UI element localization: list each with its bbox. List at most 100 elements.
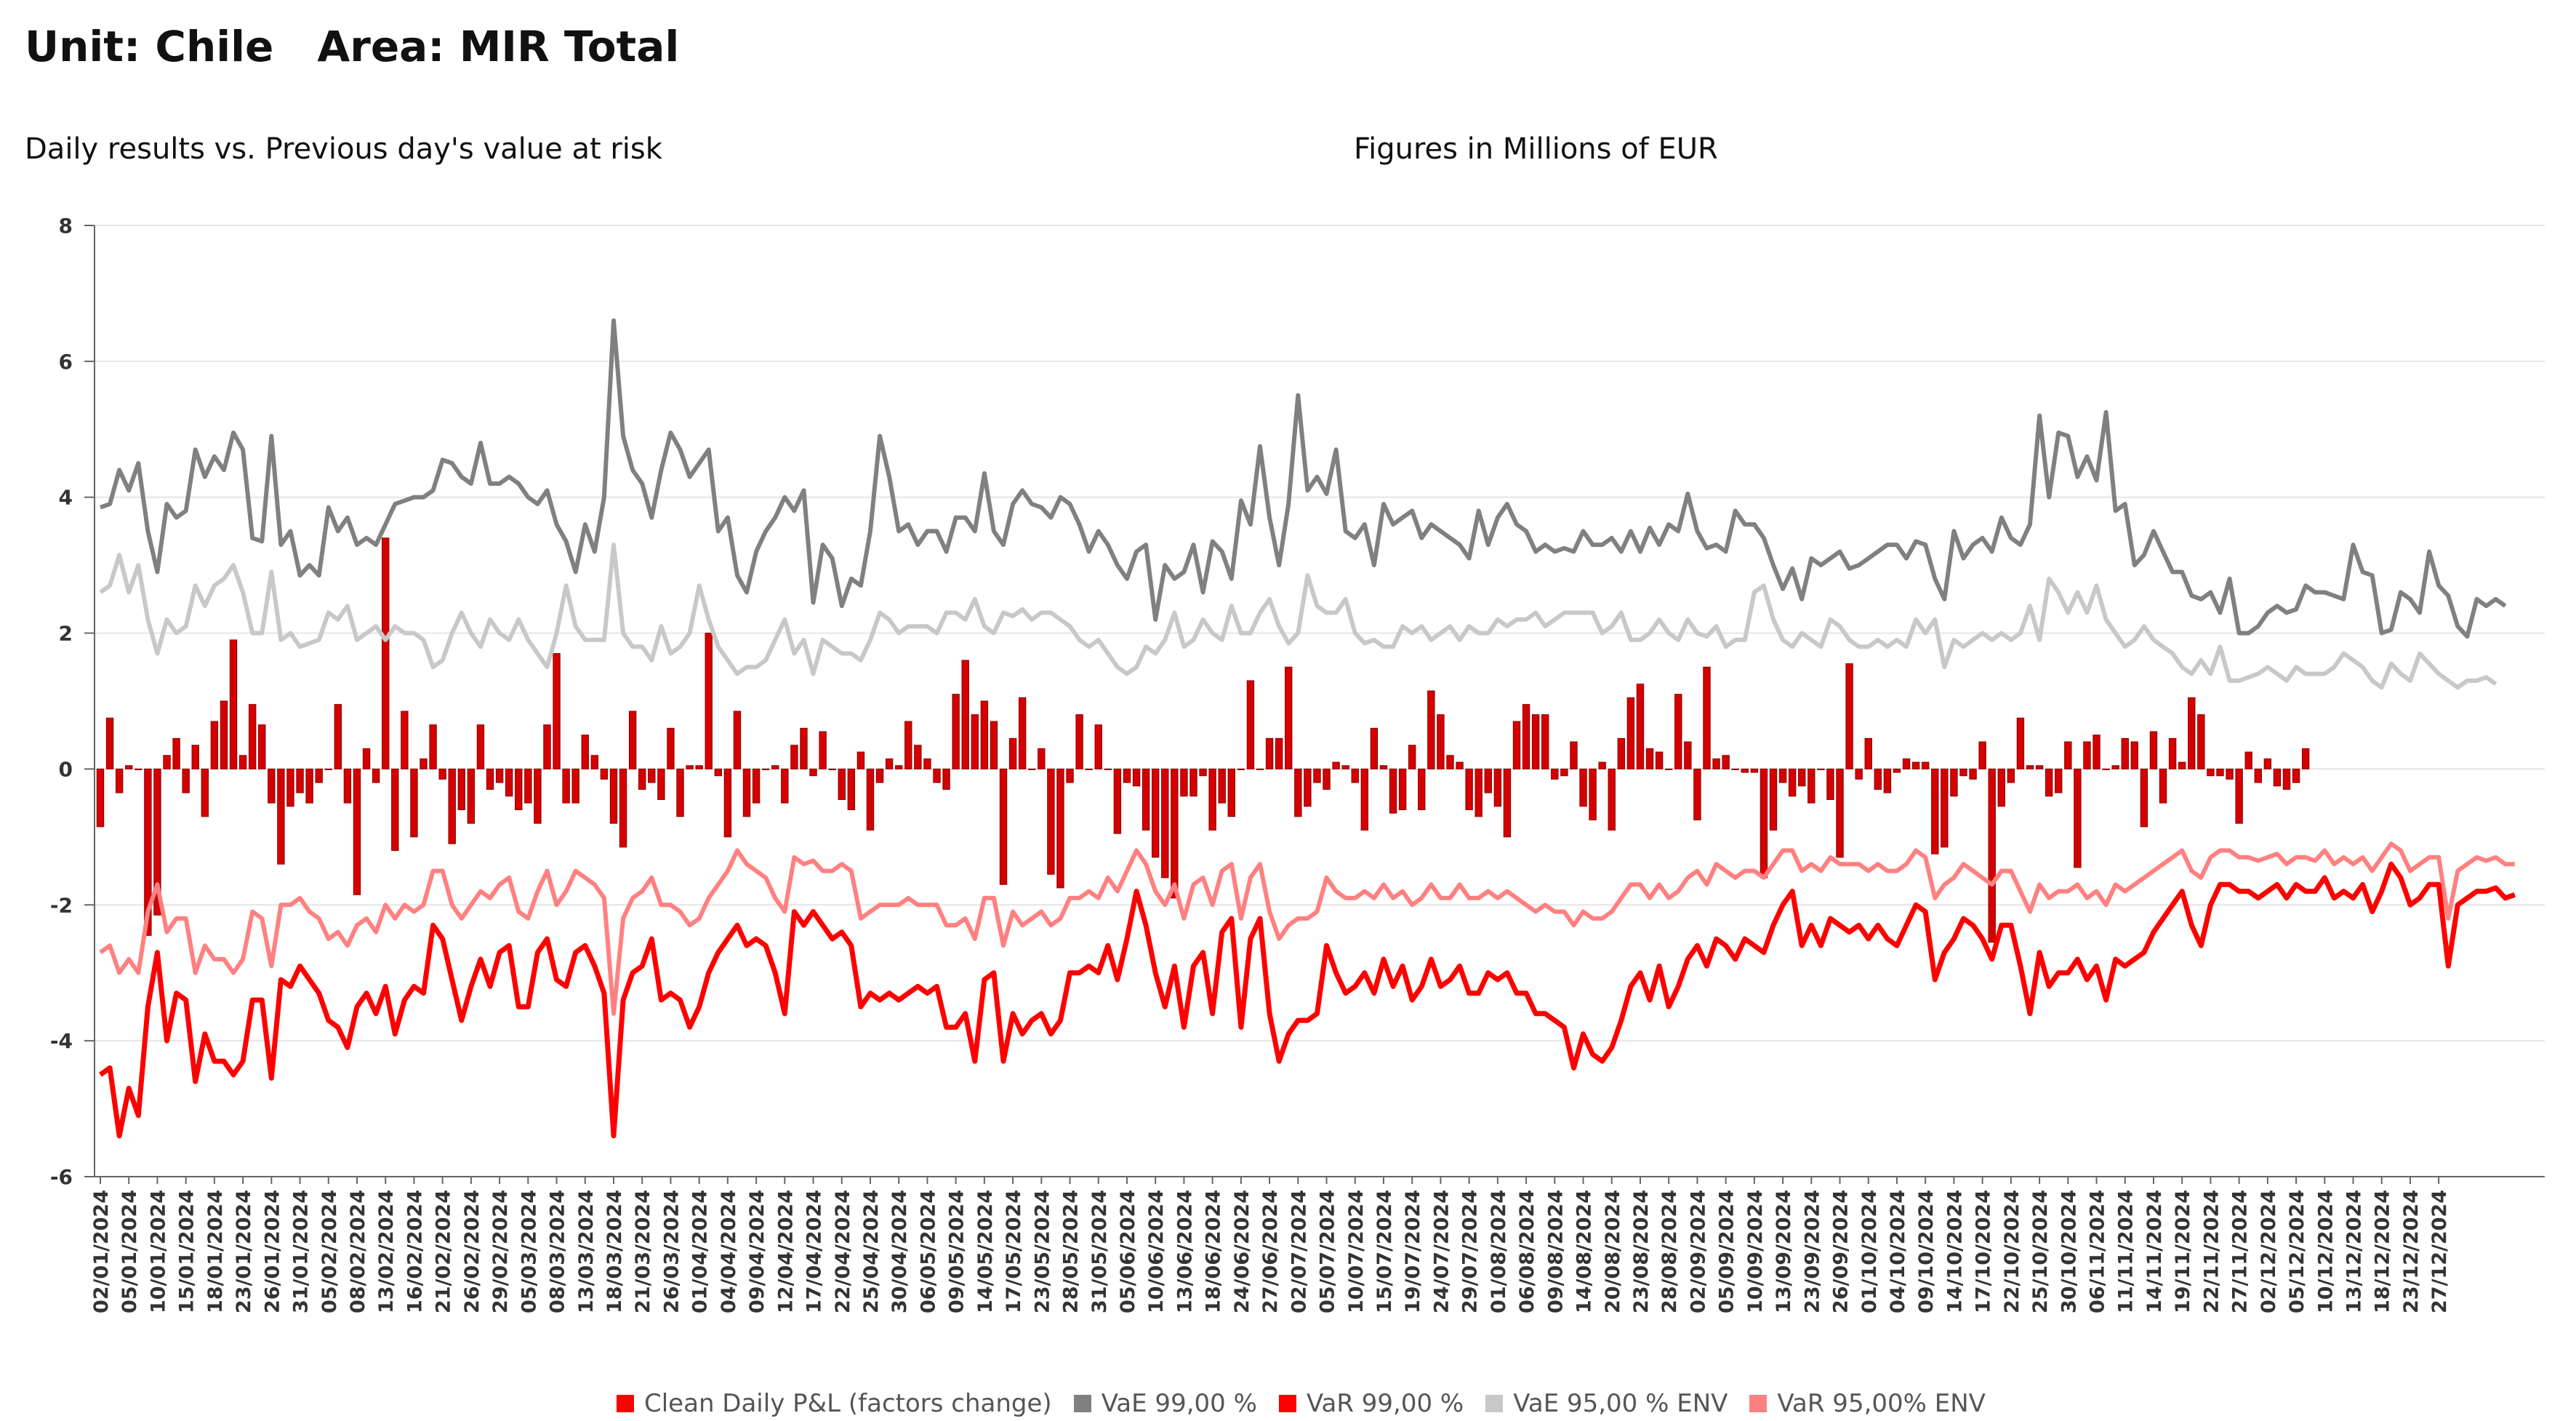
pnl-bar [2207,768,2215,777]
pnl-bar [172,737,180,769]
x-tick-label: 21/03/2024 [632,1190,654,1313]
pnl-bar [1941,768,1949,848]
pnl-bar [96,768,105,828]
x-tick-label: 05/02/2024 [318,1190,341,1313]
pnl-bar [1788,768,1797,797]
pnl-bar [714,768,723,777]
pnl-bar [695,765,703,769]
pnl-bar [410,768,418,838]
x-tick-label: 13/09/2024 [1773,1190,1795,1313]
pnl-bar [1931,768,1939,854]
x-tick-label: 23/12/2024 [2400,1190,2423,1313]
x-tick-label: 20/08/2024 [1602,1190,1624,1313]
pnl-bar [153,768,161,916]
x-tick-label: 15/01/2024 [176,1190,198,1313]
var-lines [98,318,2516,1139]
pnl-bar [1171,768,1179,899]
pnl-bar [1626,697,1635,769]
x-tick-label: 04/10/2024 [1887,1190,1909,1313]
pnl-bar [1094,724,1102,769]
pnl-bar [2244,751,2252,769]
pnl-bar [1693,768,1701,821]
pnl-bar [438,768,446,780]
pnl-bar [1161,768,1169,878]
pnl-bar [2149,731,2158,769]
pnl-bar [838,768,846,800]
legend-item-vae99[interactable]: VaE 99,00 % [1073,1389,1257,1418]
y-tick-label: 4 [59,486,73,510]
pnl-bar [723,768,732,838]
pnl-bar [1008,737,1017,769]
x-tick-label: 27/06/2024 [1259,1190,1282,1313]
x-tick-label: 05/01/2024 [119,1190,141,1313]
pnl-bar [1370,727,1379,769]
pnl-bar [2197,714,2205,769]
pnl-bar [1484,768,1493,793]
pnl-bar [343,768,352,804]
pnl-bar [353,768,361,895]
pnl-bar [1769,768,1778,831]
pnl-bar [819,731,827,769]
pnl-bar [2178,761,2186,769]
legend-item-pnl[interactable]: Clean Daily P&L (factors change) [617,1389,1052,1418]
legend-label-pnl: Clean Daily P&L (factors change) [644,1389,1052,1418]
y-tick-label: -6 [50,1165,73,1189]
x-tick-label: 10/07/2024 [1345,1190,1368,1313]
x-tick-label: 06/05/2024 [917,1190,939,1313]
pnl-bar [942,768,950,790]
pnl-bar [771,765,779,769]
pnl-bar [515,768,523,810]
legend-item-var99[interactable]: VaR 99,00 % [1278,1389,1464,1418]
pnl-bar [676,768,684,817]
pnl-bar [648,768,656,783]
pnl-bar [1066,768,1074,783]
x-tick-label: 19/07/2024 [1402,1190,1424,1313]
x-tick-label: 23/05/2024 [1031,1190,1054,1313]
pnl-bar [1408,745,1416,769]
pnl-bar [2159,768,2167,804]
pnl-bar [895,765,903,769]
legend-label-vae99: VaE 99,00 % [1101,1389,1257,1418]
pnl-bar [334,704,342,769]
legend-item-var95[interactable]: VaR 95,00% ENV [1749,1389,1986,1418]
pnl-bar [391,768,399,852]
x-tick-label: 14/11/2024 [2143,1190,2166,1313]
pnl-bar [1199,768,1207,777]
pnl-bar [457,768,466,810]
pnl-bar [1778,768,1787,783]
x-tick-label: 29/07/2024 [1459,1190,1482,1313]
legend-item-vae95[interactable]: VaE 95,00 % ENV [1485,1389,1728,1418]
x-tick-label: 23/01/2024 [233,1190,255,1313]
x-tick-label: 27/12/2024 [2428,1190,2451,1313]
pnl-bar [1141,768,1150,831]
pnl-bar [590,755,599,769]
pnl-bar [2140,768,2148,828]
pnl-bar [2121,737,2129,769]
x-tick-label: 30/04/2024 [888,1190,911,1313]
pnl-bar [543,724,551,769]
x-tick-label: 05/07/2024 [1317,1190,1339,1313]
report-header: Unit: Chile Area: MIR Total [25,22,723,71]
pnl-bar [1902,758,1911,769]
pnl-bar [1265,737,1274,769]
pnl-bar [1674,694,1682,769]
pnl-bar [1208,768,1216,831]
pnl-bar [856,751,865,769]
pnl-bar [1246,680,1255,769]
grid-lines [95,225,2545,1177]
pnl-bar [1969,768,1977,780]
pnl-bar [885,758,894,769]
x-tick-label: 29/02/2024 [489,1190,512,1313]
pnl-bar [800,727,808,769]
pnl-bar [1703,666,1711,769]
pnl-bar [1988,768,1996,943]
pnl-bar [790,745,798,769]
pnl-bar [1456,761,1464,769]
pnl-bar [1512,721,1521,769]
pnl-bar [1645,748,1654,769]
pnl-bar [467,768,476,824]
x-tick-label: 27/11/2024 [2229,1190,2252,1313]
pnl-bar [2301,748,2310,769]
vae95-line [99,543,2497,690]
pnl-bar [1151,768,1160,858]
